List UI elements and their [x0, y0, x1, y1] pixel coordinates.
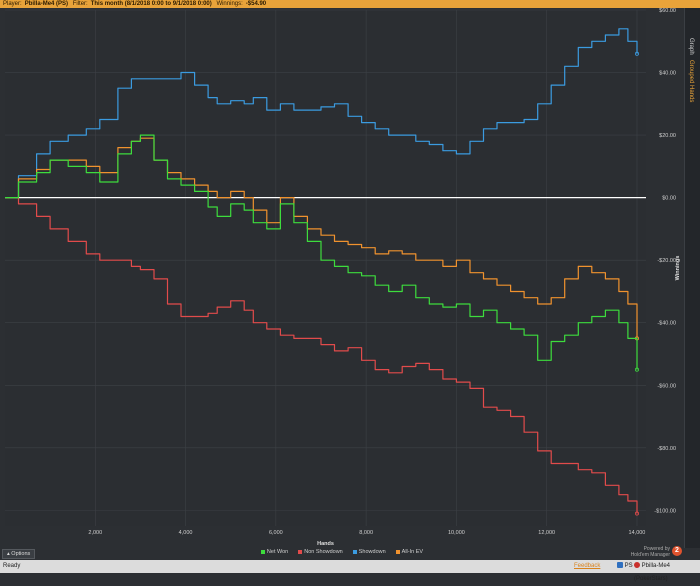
- player-indicator[interactable]: Pbilla-Me4 (PokerStars): [634, 560, 700, 586]
- options-button[interactable]: ▴ Options: [2, 549, 36, 559]
- powered-by: Powered by Hold'em Manager: [628, 546, 670, 558]
- powered-line-2: Hold'em Manager: [630, 552, 670, 558]
- series-line-non-showdown: [5, 197, 638, 514]
- y-tick-label: -$80.00: [657, 446, 676, 452]
- powered-line-1: Powered by: [643, 546, 670, 552]
- x-axis-title: Hands: [317, 541, 334, 547]
- site-icon: [617, 562, 623, 569]
- legend-item-showdown[interactable]: Showdown: [352, 549, 386, 555]
- legend-item-all-in-ev[interactable]: All-In EV: [395, 549, 424, 555]
- winnings-chart: $60.00 $40.00 $20.00 $0.00 -$20.00 -$40.00 -$6…: [0, 8, 684, 548]
- x-tick-label: 4,000: [179, 530, 193, 536]
- player-value[interactable]: Pbilla-Me4 (PS): [24, 1, 69, 7]
- x-tick-label: 8,000: [359, 530, 373, 536]
- legend-swatch: [395, 549, 400, 554]
- legend-label: All-In EV: [401, 549, 424, 555]
- feedback-link[interactable]: Feedback: [574, 563, 601, 569]
- x-tick-label: 10,000: [448, 530, 465, 536]
- y-axis-title: Winnings: [675, 256, 681, 281]
- y-tick-label: -$60.00: [657, 383, 676, 389]
- series-line-showdown: [5, 28, 638, 199]
- tab-grouped-hands[interactable]: Grouped Hands: [688, 60, 694, 103]
- legend-swatch: [260, 549, 265, 554]
- player-icon: [634, 562, 640, 569]
- legend-label: Showdown: [358, 549, 386, 555]
- site-label: PS: [624, 563, 633, 569]
- title-bar: Player: Pbilla-Me4 (PS) Filter: This month…: [0, 0, 700, 8]
- winnings-value: -$54.90: [245, 1, 267, 7]
- legend-label: Net Won: [266, 549, 289, 555]
- y-tick-label: $0.00: [662, 196, 676, 202]
- legend-swatch: [298, 549, 303, 554]
- chevron-up-icon: ▴: [7, 551, 10, 557]
- hm-logo-icon: 2: [672, 546, 682, 556]
- series-line-net-won: [5, 134, 638, 370]
- chart-legend: Net Won Non Showdown Showdown All-In EV: [0, 549, 684, 557]
- legend-item-net-won[interactable]: Net Won: [260, 549, 289, 555]
- legend-label: Non Showdown: [304, 549, 343, 555]
- tab-graph[interactable]: Graph: [688, 38, 694, 55]
- plot-area: [5, 10, 646, 526]
- player-label: Player:: [3, 1, 22, 7]
- status-bar: Ready Feedback PS Pbilla-Me4 (PokerStars…: [0, 560, 700, 582]
- series-end-marker-showdown: [634, 51, 639, 56]
- filter-value[interactable]: This month (8/1/2018 0:00 to 9/1/2018 0:…: [90, 1, 212, 7]
- x-tick-label: 6,000: [269, 530, 283, 536]
- y-tick-label: -$100.00: [654, 508, 676, 514]
- status-ready: Ready: [3, 563, 21, 569]
- y-tick-label: $20.00: [659, 133, 676, 139]
- y-tick-label: $60.00: [659, 8, 676, 14]
- x-tick-label: 2,000: [88, 530, 102, 536]
- y-tick-label: -$40.00: [657, 321, 676, 327]
- legend-item-non-showdown[interactable]: Non Showdown: [298, 549, 343, 555]
- side-panel: Graph Grouped Hands: [684, 8, 700, 548]
- series-end-marker-non-showdown: [634, 511, 639, 516]
- series-end-marker-net-won: [634, 367, 639, 372]
- chart-svg: $60.00 $40.00 $20.00 $0.00 -$20.00 -$40.00 -$6…: [5, 8, 681, 547]
- x-tick-label: 12,000: [538, 530, 555, 536]
- winnings-label: Winnings:: [216, 1, 243, 7]
- y-tick-label: $40.00: [659, 71, 676, 77]
- y-tick-label: -$20.00: [657, 258, 676, 264]
- filter-label: Filter:: [72, 1, 88, 7]
- x-tick-label: 14,000: [629, 530, 646, 536]
- legend-swatch: [352, 549, 357, 554]
- site-indicator[interactable]: PS: [617, 560, 633, 573]
- options-label: Options: [11, 551, 31, 557]
